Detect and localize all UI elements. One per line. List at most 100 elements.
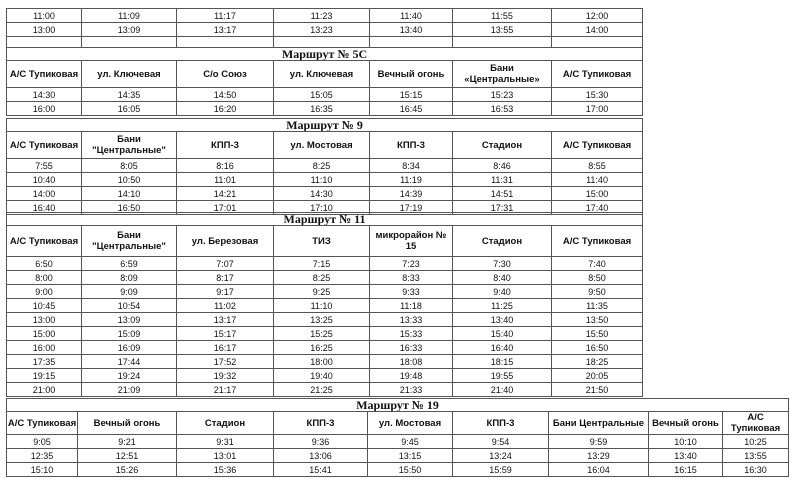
stop-name: А/С Тупиковая [6, 131, 82, 159]
empty-cell [273, 36, 370, 48]
time-cell: 15:17 [176, 326, 274, 341]
time-cell: 16:50 [550, 340, 644, 355]
time-cell: 17:44 [81, 354, 177, 369]
time-cell: 19:24 [81, 368, 177, 383]
time-cell: 16:00 [6, 101, 82, 116]
table-row: 21:00 21:09 21:17 21:25 21:33 21:40 21:50 [6, 382, 644, 397]
table-row: 8:00 8:09 8:17 8:25 8:33 8:40 8:50 [6, 270, 644, 285]
time-cell: 10:40 [6, 172, 82, 187]
empty-cell [176, 36, 274, 48]
stop-name: Стадион [452, 225, 552, 257]
time-cell: 11:09 [81, 8, 177, 23]
stop-name: ТИЗ [273, 225, 370, 257]
time-cell: 19:40 [273, 368, 370, 383]
time-cell: 19:55 [452, 368, 552, 383]
time-cell: 12:35 [6, 448, 78, 463]
time-cell: 9:05 [6, 434, 78, 449]
time-cell: 19:15 [6, 368, 82, 383]
time-cell: 9:40 [452, 284, 552, 299]
time-cell: 8:46 [452, 158, 552, 173]
time-cell: 9:54 [452, 434, 549, 449]
table-row: 16:40 16:50 17:01 17:10 17:19 17:31 17:40 [6, 200, 644, 215]
stop-name: ул. Мостовая [273, 131, 370, 159]
stop-name: Вечный огонь [369, 60, 453, 88]
time-cell: 13:00 [6, 22, 82, 37]
time-cell: 16:20 [176, 101, 274, 116]
time-cell: 17:35 [6, 354, 82, 369]
time-cell: 7:15 [273, 256, 370, 271]
time-cell: 13:40 [452, 312, 552, 327]
time-cell: 13:00 [6, 312, 82, 327]
table-row: 14:00 14:10 14:21 14:30 14:39 14:51 15:00 [6, 186, 644, 201]
time-cell: 11:00 [6, 8, 82, 23]
time-cell: 13:17 [176, 312, 274, 327]
time-cell: 18:00 [273, 354, 370, 369]
time-cell: 9:17 [176, 284, 274, 299]
route-title-row: Маршрут № 9 [5, 118, 644, 132]
time-cell: 13:23 [273, 22, 370, 37]
time-cell: 13:09 [81, 312, 177, 327]
time-cell: 15:59 [452, 462, 549, 477]
route-title-row: Маршрут № 19 [5, 398, 790, 412]
time-cell: 11:40 [369, 8, 453, 23]
time-cell: 21:25 [273, 382, 370, 397]
table-row: 10:40 10:50 11:01 11:10 11:19 11:31 11:40 [6, 172, 644, 187]
time-cell: 17:00 [550, 101, 644, 116]
schedule-table-continued: 11:00 11:09 11:17 11:23 11:40 11:55 12:00 13:00… [6, 8, 643, 48]
time-cell: 11:23 [273, 8, 370, 23]
time-cell: 15:05 [273, 87, 370, 102]
stop-name: КПП-3 [452, 411, 549, 435]
time-cell: 16:17 [176, 340, 274, 355]
table-row: 16:00 16:09 16:17 16:25 16:33 16:40 16:50 [6, 340, 644, 355]
time-cell: 13:50 [550, 312, 644, 327]
table-row: 17:35 17:44 17:52 18:00 18:08 18:15 18:25 [6, 354, 644, 369]
table-row: 10:45 10:54 11:02 11:10 11:18 11:25 11:35 [6, 298, 644, 313]
empty-cell [81, 36, 177, 48]
stop-name: А/С Тупиковая [550, 60, 644, 88]
time-cell: 11:19 [369, 172, 453, 187]
time-cell: 8:00 [6, 270, 82, 285]
time-cell: 18:15 [452, 354, 552, 369]
time-cell: 7:30 [452, 256, 552, 271]
time-cell: 21:17 [176, 382, 274, 397]
time-cell: 18:25 [550, 354, 644, 369]
time-cell: 13:06 [273, 448, 368, 463]
time-cell: 15:40 [452, 326, 552, 341]
time-cell: 11:31 [452, 172, 552, 187]
time-cell: 15:50 [367, 462, 453, 477]
time-cell: 11:18 [369, 298, 453, 313]
empty-row [6, 36, 643, 48]
table-row: 7:55 8:05 8:16 8:25 8:34 8:46 8:55 [6, 158, 644, 173]
time-cell: 13:24 [452, 448, 549, 463]
time-cell: 9:09 [81, 284, 177, 299]
time-cell: 15:33 [369, 326, 453, 341]
route-table: Маршрут № 11 А/С Тупиковая Бани "Центральн… [5, 212, 644, 397]
time-cell: 21:40 [452, 382, 552, 397]
time-cell: 9:50 [550, 284, 644, 299]
time-cell: 19:32 [176, 368, 274, 383]
time-cell: 13:55 [721, 448, 790, 463]
time-cell: 21:09 [81, 382, 177, 397]
time-cell: 11:35 [550, 298, 644, 313]
time-cell: 15:00 [550, 186, 644, 201]
time-cell: 13:09 [81, 22, 177, 37]
time-cell: 10:45 [6, 298, 82, 313]
time-cell: 16:25 [273, 340, 370, 355]
time-cell: 16:09 [81, 340, 177, 355]
stop-name: Стадион [452, 131, 552, 159]
time-cell: 14:50 [176, 87, 274, 102]
empty-cell [452, 36, 552, 48]
time-cell: 11:10 [273, 298, 370, 313]
time-cell: 13:33 [369, 312, 453, 327]
time-cell: 6:59 [81, 256, 177, 271]
stop-name: Вечный огонь [648, 411, 723, 435]
time-cell: 18:08 [369, 354, 453, 369]
time-cell: 20:05 [550, 368, 644, 383]
time-cell: 8:40 [452, 270, 552, 285]
time-cell: 10:50 [81, 172, 177, 187]
stop-name: Вечный огонь [77, 411, 177, 435]
table-row: 19:15 19:24 19:32 19:40 19:48 19:55 20:05 [6, 368, 644, 383]
route-title: Маршрут № 11 [5, 212, 644, 226]
stops-header-row: А/С Тупиковая Бани "Центральные" ул. Берез… [6, 225, 644, 257]
stop-name: микрорайон № 15 [369, 225, 453, 257]
